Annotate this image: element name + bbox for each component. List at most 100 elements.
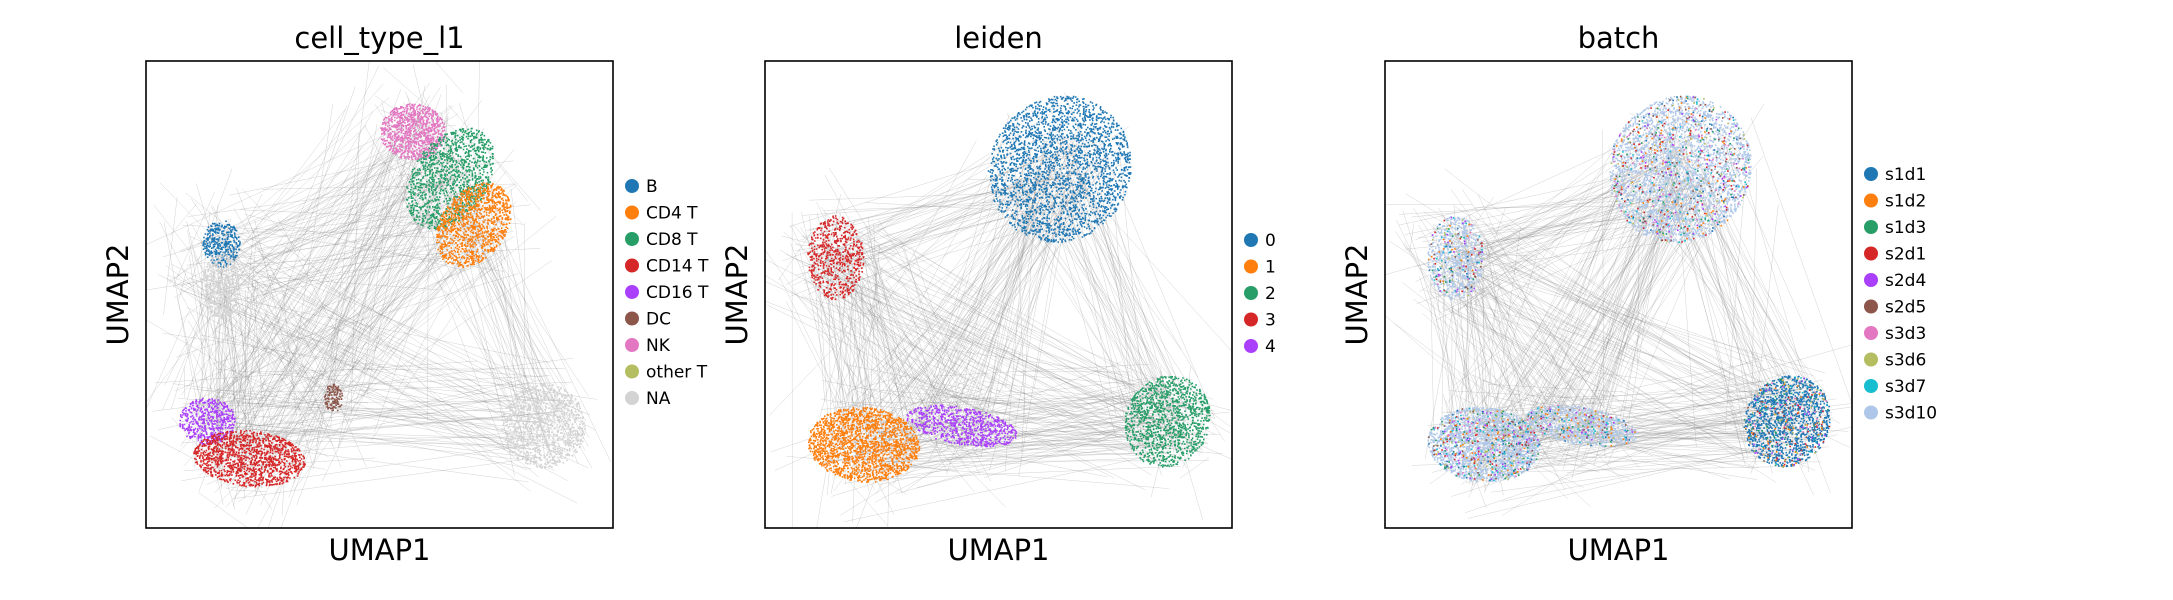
legend-label: 4 <box>1265 337 1276 357</box>
cluster-points <box>179 397 236 446</box>
legend-marker <box>625 364 639 379</box>
cluster-s3d10 <box>1526 404 1638 448</box>
legend-marker <box>1244 233 1258 247</box>
legend-item: s3d6 <box>1864 351 1926 371</box>
cluster-points <box>1526 404 1638 448</box>
cluster-B <box>202 220 241 268</box>
y-axis-label: UMAP2 <box>720 243 754 345</box>
legend-marker <box>1864 193 1878 208</box>
legend-marker <box>1864 167 1878 181</box>
plot-area <box>1385 94 1852 519</box>
cluster-NA <box>501 383 586 469</box>
cluster-CD4 T <box>436 182 512 269</box>
legend-item: s2d5 <box>1864 298 1926 318</box>
legend-marker <box>1244 312 1258 327</box>
x-axis-label: UMAP1 <box>1567 533 1669 567</box>
legend-label: s1d2 <box>1885 192 1926 212</box>
legend: s1d1 s1d2 s1d3 s2d1 s2d4 s2d5 s3d3 s3d6 s3d7 s3d1… <box>1864 165 1937 424</box>
legend-item: 4 <box>1244 337 1276 357</box>
legend-item: DC <box>625 310 671 330</box>
legend-marker <box>1864 405 1878 420</box>
legend-item: s1d3 <box>1864 218 1926 238</box>
legend-label: NA <box>646 389 671 409</box>
legend-item: s3d7 <box>1864 377 1926 397</box>
panel-title: leiden <box>954 21 1043 55</box>
cluster-s3d10 <box>1427 216 1485 300</box>
legend-item: 1 <box>1244 258 1276 278</box>
batch-mix-points <box>1433 407 1539 482</box>
axes-frame <box>145 60 614 529</box>
legend-marker <box>625 338 639 352</box>
legend-marker <box>1244 286 1258 300</box>
legend-marker <box>1864 273 1878 287</box>
legend-label: s1d1 <box>1885 165 1926 185</box>
cluster-DC <box>323 383 344 412</box>
batch-mix-points <box>1428 223 1478 289</box>
legend-item: s2d1 <box>1864 245 1926 265</box>
legend-label: other T <box>646 363 708 383</box>
y-axis-label: UMAP2 <box>101 243 135 345</box>
cluster-CD14 T <box>193 429 306 488</box>
legend-label: B <box>646 177 658 197</box>
cluster-CD8 T <box>405 127 494 230</box>
cluster-points <box>808 406 921 483</box>
cluster-points <box>193 429 306 488</box>
legend-label: s3d6 <box>1885 351 1926 371</box>
cluster-points <box>380 103 446 161</box>
cluster-points <box>807 215 865 301</box>
legend-item: NK <box>625 336 671 356</box>
legend-label: CD16 T <box>646 283 709 303</box>
legend-item: CD4 T <box>625 204 698 224</box>
legend-label: s3d10 <box>1885 404 1937 424</box>
legend-item: s2d4 <box>1864 271 1926 291</box>
legend-label: 1 <box>1265 258 1276 278</box>
panel-0: cell_type_l1 UMAP1 UMAP2 B CD4 T CD8 T CD14 T C… <box>101 21 709 567</box>
cluster-points <box>323 383 344 412</box>
legend-label: CD14 T <box>646 257 709 277</box>
legend-label: s3d7 <box>1885 377 1926 397</box>
cluster-s3d10 <box>1609 95 1752 244</box>
cluster-points <box>501 383 586 469</box>
legend-marker <box>1864 352 1878 367</box>
legend-marker <box>625 179 639 193</box>
legend-marker <box>1864 379 1878 393</box>
batch-mix-points <box>1433 217 1483 292</box>
cluster-NK <box>380 103 446 161</box>
batch-mix-points <box>1751 376 1828 465</box>
legend-marker <box>1864 220 1878 234</box>
cluster-points <box>1609 95 1752 243</box>
cluster-points <box>405 127 494 230</box>
cluster-0 <box>987 95 1132 243</box>
cluster-2 <box>1124 375 1211 468</box>
legend: B CD4 T CD8 T CD14 T CD16 T DC NK other T NA <box>625 177 709 409</box>
legend-label: s3d3 <box>1885 324 1926 344</box>
legend-item: s1d1 <box>1864 165 1926 185</box>
cluster-4 <box>906 404 1018 448</box>
panel-title: cell_type_l1 <box>294 21 464 55</box>
graph-edges <box>765 92 1232 528</box>
legend-marker <box>625 311 639 326</box>
legend-marker <box>1864 326 1878 340</box>
legend-marker <box>625 285 639 299</box>
batch-mix-points <box>1530 407 1631 447</box>
cluster-points <box>436 182 512 269</box>
legend-item: s3d3 <box>1864 324 1926 344</box>
cluster-points <box>202 220 241 268</box>
legend-item: s1d2 <box>1864 192 1926 212</box>
legend-marker <box>1864 299 1878 314</box>
legend-label: s2d1 <box>1885 245 1926 265</box>
legend-label: NK <box>646 336 671 356</box>
legend-label: CD4 T <box>646 204 698 224</box>
legend-marker <box>1244 339 1258 353</box>
y-axis-label: UMAP2 <box>1340 243 1374 345</box>
legend-label: s1d3 <box>1885 218 1926 238</box>
cluster-points <box>1124 375 1211 468</box>
x-axis-label: UMAP1 <box>328 533 430 567</box>
legend-label: 0 <box>1265 231 1276 251</box>
legend-item: 2 <box>1244 284 1276 304</box>
panel-2: batchUMAP1UMAP2s1d1s1d2s1d3s2d1s2d4s2d5s… <box>1340 21 1937 567</box>
cluster-NA <box>203 252 241 320</box>
axes-frame <box>1384 60 1853 529</box>
legend-label: CD8 T <box>646 230 698 250</box>
